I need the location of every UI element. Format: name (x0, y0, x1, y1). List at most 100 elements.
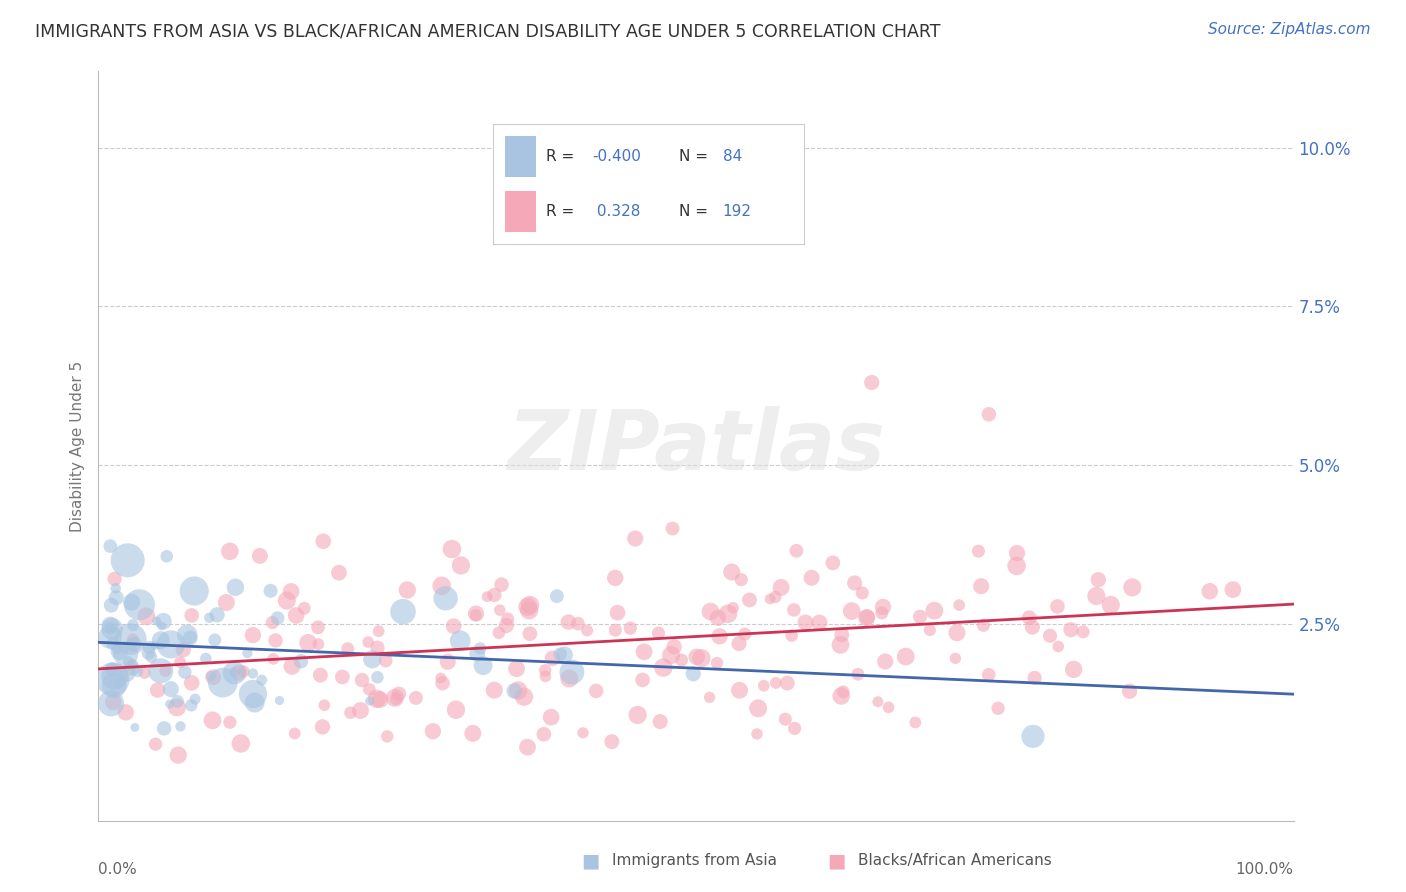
Point (276, 593, 298, 607)
Point (519, 598, 541, 612)
Point (776, 676, 799, 690)
Point (264, 633, 287, 648)
Point (307, 637, 329, 651)
Point (366, 670, 388, 684)
Point (422, 724, 444, 739)
Point (605, 571, 627, 585)
Point (122, 637, 145, 651)
Point (242, 687, 264, 701)
Point (440, 542, 463, 557)
Point (232, 665, 254, 679)
Point (561, 665, 583, 679)
Point (141, 649, 163, 664)
Point (104, 582, 127, 596)
Point (328, 566, 350, 580)
Point (105, 591, 128, 605)
Point (685, 649, 707, 664)
Point (201, 714, 224, 728)
Point (242, 666, 264, 681)
Point (682, 666, 704, 681)
Point (808, 615, 831, 630)
Point (145, 614, 167, 628)
Point (121, 595, 143, 609)
Point (434, 591, 457, 606)
Point (728, 637, 751, 651)
Point (224, 665, 246, 680)
Point (215, 595, 238, 609)
Point (908, 609, 931, 624)
Point (281, 659, 304, 673)
Point (103, 695, 125, 709)
Point (541, 651, 564, 665)
Point (1018, 611, 1040, 625)
Point (339, 706, 361, 720)
Point (783, 603, 806, 617)
Point (367, 624, 389, 639)
Point (1005, 546, 1028, 560)
Point (222, 665, 245, 679)
Text: Source: ZipAtlas.com: Source: ZipAtlas.com (1208, 22, 1371, 37)
Point (870, 606, 893, 620)
Point (744, 229, 766, 244)
Point (159, 637, 181, 651)
Point (100, 621, 122, 635)
Point (785, 543, 807, 558)
Point (747, 701, 769, 715)
Point (152, 614, 174, 628)
Text: ZIPatlas: ZIPatlas (508, 406, 884, 486)
Point (1024, 671, 1046, 685)
Point (548, 647, 571, 661)
Point (180, 608, 202, 623)
Point (567, 616, 589, 631)
Point (775, 712, 797, 726)
Point (516, 740, 538, 755)
Point (794, 615, 817, 630)
Point (783, 722, 806, 736)
Point (172, 642, 194, 657)
Point (662, 640, 685, 654)
Point (468, 641, 491, 656)
Text: 100.0%: 100.0% (1236, 862, 1294, 877)
Point (127, 664, 149, 678)
Point (128, 598, 150, 612)
Point (242, 628, 264, 642)
Point (114, 706, 136, 720)
Point (706, 656, 728, 670)
Point (101, 662, 124, 676)
Point (872, 599, 894, 614)
Point (405, 691, 427, 706)
Point (856, 610, 879, 624)
Point (297, 636, 319, 650)
Point (250, 673, 273, 687)
Point (720, 565, 742, 579)
Point (841, 604, 863, 618)
Point (738, 593, 761, 607)
Point (169, 719, 191, 733)
Point (1046, 599, 1069, 614)
Point (350, 673, 373, 687)
Point (606, 606, 628, 620)
Point (224, 580, 246, 594)
Point (572, 726, 595, 740)
Point (169, 655, 191, 669)
Point (124, 720, 146, 734)
Point (924, 604, 946, 618)
Point (495, 618, 517, 632)
Point (517, 603, 540, 617)
Point (202, 670, 225, 684)
Point (117, 553, 139, 567)
Point (699, 605, 721, 619)
Point (844, 576, 866, 591)
Point (846, 667, 869, 681)
Text: ■: ■ (827, 851, 846, 871)
Point (770, 581, 793, 595)
Point (967, 544, 990, 558)
Point (558, 672, 581, 686)
Point (149, 664, 172, 678)
Point (228, 665, 250, 680)
Point (465, 607, 488, 621)
Point (977, 667, 1000, 681)
Point (336, 641, 359, 656)
Point (534, 669, 557, 683)
Point (146, 683, 169, 698)
